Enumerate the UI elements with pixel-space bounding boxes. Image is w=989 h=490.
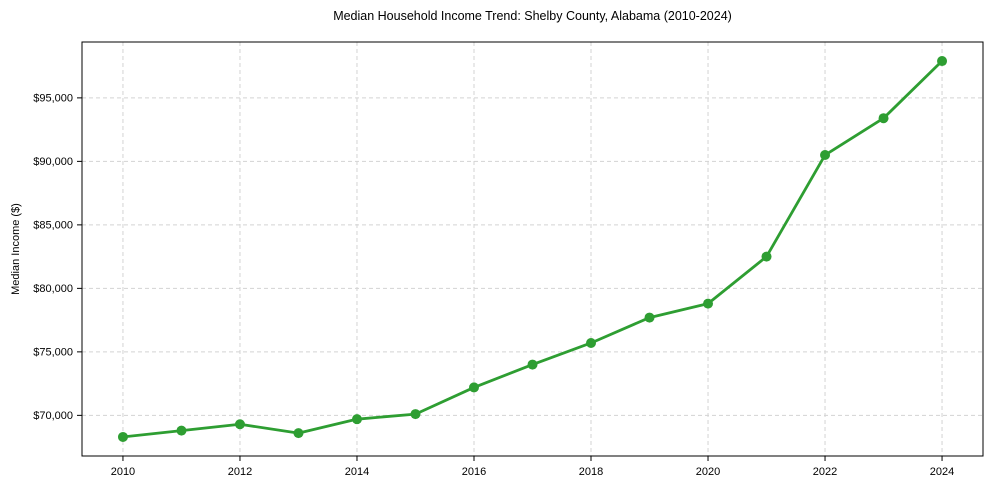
data-point	[234, 419, 245, 430]
y-tick-label: $70,000	[33, 410, 73, 422]
y-tick-label: $95,000	[33, 92, 73, 104]
x-tick-label: 2014	[345, 466, 369, 478]
x-tick-label: 2012	[228, 466, 252, 478]
y-tick-label: $80,000	[33, 283, 73, 295]
y-tick-label: $85,000	[33, 219, 73, 231]
x-tick-label: 2010	[111, 466, 135, 478]
data-point	[586, 337, 597, 348]
data-point	[410, 409, 421, 420]
y-tick-label: $75,000	[33, 346, 73, 358]
chart-title: Median Household Income Trend: Shelby Co…	[333, 9, 732, 23]
data-point	[527, 359, 538, 370]
data-point	[468, 382, 479, 393]
data-point	[644, 312, 655, 323]
x-tick-label: 2022	[813, 466, 837, 478]
data-point	[293, 428, 304, 439]
data-point	[176, 425, 187, 436]
x-tick-label: 2018	[579, 466, 603, 478]
data-point	[937, 56, 948, 67]
trend-line	[121, 59, 944, 439]
y-tick-label: $90,000	[33, 156, 73, 168]
data-point	[703, 298, 714, 309]
x-tick-label: 2024	[930, 466, 954, 478]
data-point	[878, 113, 889, 124]
data-point	[820, 150, 831, 161]
x-tick-label: 2016	[462, 466, 486, 478]
data-point	[761, 251, 772, 262]
x-tick-label: 2020	[696, 466, 720, 478]
data-point	[351, 414, 362, 425]
data-point	[117, 431, 128, 442]
plot-border	[81, 41, 984, 457]
